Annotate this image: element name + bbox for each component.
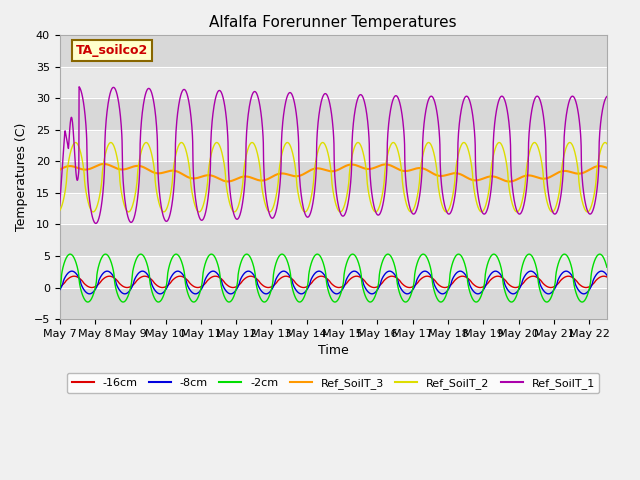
Bar <box>60 98 607 130</box>
Text: TA_soilco2: TA_soilco2 <box>76 44 148 57</box>
Title: Alfalfa Forerunner Temperatures: Alfalfa Forerunner Temperatures <box>209 15 457 30</box>
Bar <box>60 288 607 319</box>
Bar <box>60 36 607 67</box>
Bar <box>60 161 607 193</box>
Bar <box>60 225 607 256</box>
X-axis label: Time: Time <box>318 344 349 357</box>
Y-axis label: Temperatures (C): Temperatures (C) <box>15 123 28 231</box>
Legend: -16cm, -8cm, -2cm, Ref_SoilT_3, Ref_SoilT_2, Ref_SoilT_1: -16cm, -8cm, -2cm, Ref_SoilT_3, Ref_Soil… <box>67 373 600 393</box>
